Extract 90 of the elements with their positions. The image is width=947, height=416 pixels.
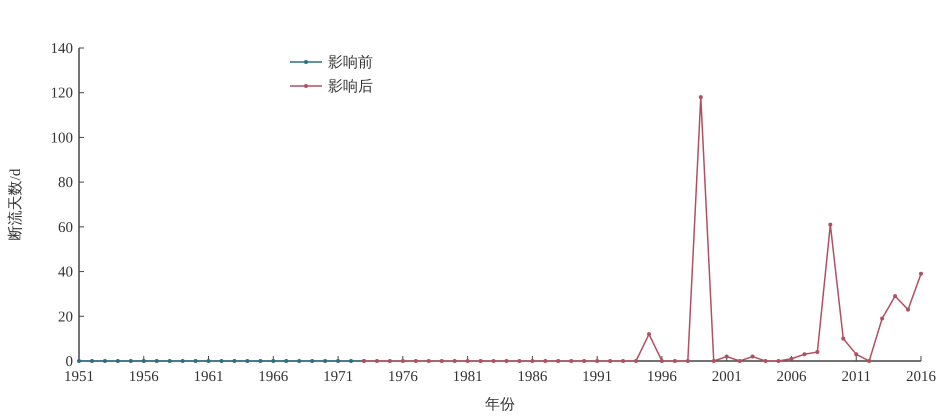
x-tick-label: 2011 [842, 369, 871, 385]
point [336, 359, 340, 363]
x-tick-label: 1996 [646, 369, 678, 385]
point [802, 352, 806, 356]
point [492, 359, 496, 363]
y-tick-label: 80 [58, 175, 73, 192]
point [530, 359, 534, 363]
x-axis-title: 年份 [485, 396, 515, 413]
point [116, 359, 120, 363]
legend-label: 影响前 [328, 54, 373, 71]
point [297, 359, 302, 363]
point [660, 359, 664, 363]
point [194, 359, 198, 363]
x-tick-label: 1951 [64, 369, 94, 385]
point [426, 359, 431, 363]
point [219, 359, 224, 363]
x-tick-label: 1986 [517, 369, 548, 385]
point [517, 359, 522, 363]
x-tick-label: 1971 [323, 369, 354, 385]
point [712, 359, 716, 363]
point [738, 359, 742, 363]
point [867, 359, 872, 363]
point [466, 359, 470, 363]
point [168, 359, 172, 363]
point [258, 359, 262, 363]
point [750, 354, 755, 359]
x-tick-label: 1966 [258, 369, 289, 385]
point [310, 359, 314, 363]
point [400, 359, 405, 363]
point [245, 359, 250, 363]
point [582, 359, 586, 363]
point [128, 359, 133, 363]
y-axis-title: 断流天数/d [7, 168, 24, 240]
x-tick-label: 2016 [906, 369, 936, 385]
point [271, 359, 276, 363]
y-tick-label: 0 [66, 354, 73, 370]
point [180, 359, 185, 363]
point [686, 359, 690, 363]
point [893, 294, 898, 298]
y-tick-label: 20 [58, 309, 73, 326]
point [77, 359, 81, 363]
point [776, 359, 781, 363]
point [880, 316, 884, 321]
point [634, 359, 638, 363]
point [815, 350, 820, 354]
point [142, 359, 146, 363]
point [646, 332, 651, 336]
point [919, 272, 923, 276]
point [828, 222, 832, 227]
point [388, 359, 392, 363]
point [841, 336, 846, 341]
point [556, 359, 560, 363]
point [906, 308, 910, 312]
y-tick-label: 120 [50, 86, 73, 102]
legend-label: 影响后 [328, 78, 373, 95]
point [672, 359, 677, 363]
y-tick-label: 140 [50, 41, 73, 57]
point [154, 359, 159, 363]
point [504, 359, 508, 363]
x-tick-label: 2006 [776, 369, 807, 385]
point [621, 359, 626, 363]
point [595, 359, 600, 363]
x-tick-label: 1981 [452, 369, 483, 385]
y-tick-label: 40 [58, 264, 73, 281]
x-tick-label: 1956 [128, 369, 160, 385]
point [90, 359, 94, 363]
x-tick-label: 1976 [388, 369, 418, 385]
point [206, 359, 211, 363]
point [854, 352, 858, 356]
point [698, 95, 703, 100]
point [452, 359, 457, 363]
point [608, 359, 612, 363]
point [323, 359, 328, 363]
point [478, 359, 483, 363]
x-tick-label: 1961 [194, 369, 224, 385]
point [102, 359, 107, 363]
point [232, 359, 236, 363]
point [440, 359, 444, 363]
y-tick-label: 60 [58, 220, 73, 236]
x-tick-label: 1991 [582, 369, 612, 385]
point [349, 359, 354, 363]
point [284, 359, 288, 363]
point [543, 359, 548, 363]
point [569, 359, 574, 363]
x-tick-label: 2001 [712, 369, 742, 385]
point [374, 359, 379, 363]
y-tick-label: 100 [50, 130, 73, 146]
point [764, 359, 768, 363]
point [724, 354, 729, 359]
point [414, 359, 418, 363]
